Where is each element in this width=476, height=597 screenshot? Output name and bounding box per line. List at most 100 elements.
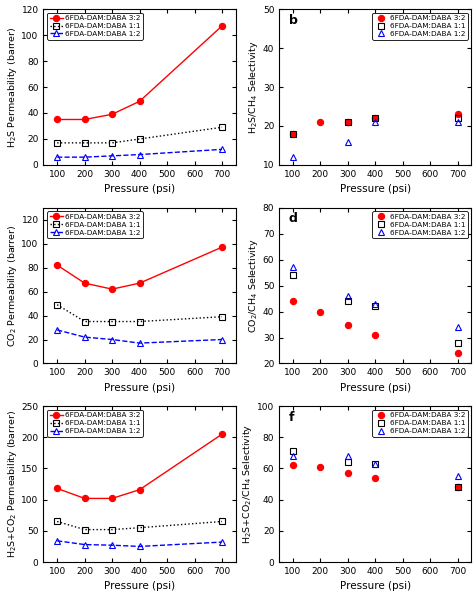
X-axis label: Pressure (psi): Pressure (psi) xyxy=(339,184,410,195)
6FDA-DAM:DABA 1:2 xyxy=(81,334,87,341)
6FDA-DAM:DABA 1:2 xyxy=(372,300,377,307)
6FDA-DAM:DABA 3:2 xyxy=(317,118,323,125)
6FDA-DAM:DABA 3:2 xyxy=(109,285,115,293)
Text: f: f xyxy=(288,411,294,424)
6FDA-DAM:DABA 1:1 xyxy=(218,313,224,321)
6FDA-DAM:DABA 1:2 xyxy=(218,538,224,546)
6FDA-DAM:DABA 3:2 xyxy=(109,495,115,502)
6FDA-DAM:DABA 1:1 xyxy=(109,318,115,325)
6FDA-DAM:DABA 1:2 xyxy=(54,153,60,161)
Line: 6FDA-DAM:DABA 3:2: 6FDA-DAM:DABA 3:2 xyxy=(54,23,225,122)
6FDA-DAM:DABA 1:2 xyxy=(137,151,142,158)
Text: d: d xyxy=(288,213,297,225)
Line: 6FDA-DAM:DABA 1:2: 6FDA-DAM:DABA 1:2 xyxy=(54,146,225,160)
6FDA-DAM:DABA 1:2 xyxy=(109,541,115,549)
6FDA-DAM:DABA 1:2 xyxy=(137,340,142,347)
6FDA-DAM:DABA 1:1 xyxy=(454,484,460,491)
6FDA-DAM:DABA 3:2 xyxy=(109,110,115,118)
6FDA-DAM:DABA 1:2 xyxy=(81,153,87,161)
6FDA-DAM:DABA 3:2 xyxy=(81,279,87,287)
Line: 6FDA-DAM:DABA 1:1: 6FDA-DAM:DABA 1:1 xyxy=(54,124,225,146)
6FDA-DAM:DABA 1:1 xyxy=(81,139,87,146)
6FDA-DAM:DABA 1:2 xyxy=(289,453,295,460)
6FDA-DAM:DABA 3:2 xyxy=(54,485,60,492)
Y-axis label: CO$_2$/CH$_4$ Selectivity: CO$_2$/CH$_4$ Selectivity xyxy=(247,238,259,333)
6FDA-DAM:DABA 1:1 xyxy=(454,115,460,122)
6FDA-DAM:DABA 3:2 xyxy=(137,279,142,287)
Line: 6FDA-DAM:DABA 1:1: 6FDA-DAM:DABA 1:1 xyxy=(289,115,460,137)
6FDA-DAM:DABA 3:2 xyxy=(317,463,323,470)
Line: 6FDA-DAM:DABA 3:2: 6FDA-DAM:DABA 3:2 xyxy=(289,462,460,490)
6FDA-DAM:DABA 1:1 xyxy=(137,524,142,531)
6FDA-DAM:DABA 1:1 xyxy=(289,130,295,137)
Line: 6FDA-DAM:DABA 1:1: 6FDA-DAM:DABA 1:1 xyxy=(54,301,225,325)
Line: 6FDA-DAM:DABA 1:1: 6FDA-DAM:DABA 1:1 xyxy=(54,518,225,533)
6FDA-DAM:DABA 3:2 xyxy=(372,331,377,338)
Text: a: a xyxy=(53,14,61,27)
Y-axis label: H$_2$S Permeability (barrer): H$_2$S Permeability (barrer) xyxy=(6,26,19,147)
6FDA-DAM:DABA 1:1 xyxy=(109,139,115,146)
6FDA-DAM:DABA 1:2 xyxy=(344,138,350,145)
6FDA-DAM:DABA 1:2 xyxy=(54,537,60,544)
6FDA-DAM:DABA 3:2 xyxy=(218,430,224,438)
X-axis label: Pressure (psi): Pressure (psi) xyxy=(104,383,175,393)
Y-axis label: H$_2$S/CH$_4$ Selectivity: H$_2$S/CH$_4$ Selectivity xyxy=(247,40,259,134)
Line: 6FDA-DAM:DABA 3:2: 6FDA-DAM:DABA 3:2 xyxy=(289,298,460,356)
Y-axis label: H$_2$S+CO$_2$/CH$_4$ Selectivity: H$_2$S+CO$_2$/CH$_4$ Selectivity xyxy=(241,424,254,544)
6FDA-DAM:DABA 3:2 xyxy=(454,110,460,118)
Line: 6FDA-DAM:DABA 3:2: 6FDA-DAM:DABA 3:2 xyxy=(54,244,225,293)
6FDA-DAM:DABA 1:2 xyxy=(454,324,460,331)
X-axis label: Pressure (psi): Pressure (psi) xyxy=(104,581,175,592)
6FDA-DAM:DABA 3:2 xyxy=(218,244,224,251)
X-axis label: Pressure (psi): Pressure (psi) xyxy=(339,581,410,592)
Line: 6FDA-DAM:DABA 1:2: 6FDA-DAM:DABA 1:2 xyxy=(289,119,460,160)
6FDA-DAM:DABA 1:1 xyxy=(137,136,142,143)
6FDA-DAM:DABA 1:1 xyxy=(372,115,377,122)
6FDA-DAM:DABA 3:2 xyxy=(54,261,60,269)
Legend: 6FDA-DAM:DABA 3:2, 6FDA-DAM:DABA 1:1, 6FDA-DAM:DABA 1:2: 6FDA-DAM:DABA 3:2, 6FDA-DAM:DABA 1:1, 6F… xyxy=(47,211,142,238)
6FDA-DAM:DABA 3:2 xyxy=(137,486,142,493)
6FDA-DAM:DABA 1:1 xyxy=(81,318,87,325)
6FDA-DAM:DABA 3:2 xyxy=(344,470,350,477)
6FDA-DAM:DABA 3:2 xyxy=(317,308,323,315)
6FDA-DAM:DABA 3:2 xyxy=(344,321,350,328)
Text: c: c xyxy=(53,213,60,225)
6FDA-DAM:DABA 1:1 xyxy=(454,339,460,346)
6FDA-DAM:DABA 1:2 xyxy=(109,336,115,343)
6FDA-DAM:DABA 1:2 xyxy=(289,264,295,271)
6FDA-DAM:DABA 1:1 xyxy=(289,272,295,279)
6FDA-DAM:DABA 3:2 xyxy=(372,474,377,481)
6FDA-DAM:DABA 1:2 xyxy=(54,327,60,334)
6FDA-DAM:DABA 1:2 xyxy=(218,336,224,343)
Text: e: e xyxy=(53,411,61,424)
6FDA-DAM:DABA 3:2 xyxy=(372,115,377,122)
6FDA-DAM:DABA 3:2 xyxy=(81,116,87,123)
Legend: 6FDA-DAM:DABA 3:2, 6FDA-DAM:DABA 1:1, 6FDA-DAM:DABA 1:2: 6FDA-DAM:DABA 3:2, 6FDA-DAM:DABA 1:1, 6F… xyxy=(371,211,467,238)
Text: b: b xyxy=(288,14,297,27)
6FDA-DAM:DABA 3:2 xyxy=(289,297,295,304)
6FDA-DAM:DABA 1:2 xyxy=(344,293,350,300)
6FDA-DAM:DABA 1:2 xyxy=(344,453,350,460)
6FDA-DAM:DABA 1:2 xyxy=(289,153,295,161)
6FDA-DAM:DABA 1:1 xyxy=(372,460,377,467)
6FDA-DAM:DABA 1:2 xyxy=(109,152,115,159)
6FDA-DAM:DABA 1:1 xyxy=(344,297,350,304)
Line: 6FDA-DAM:DABA 1:1: 6FDA-DAM:DABA 1:1 xyxy=(289,448,460,490)
Line: 6FDA-DAM:DABA 1:2: 6FDA-DAM:DABA 1:2 xyxy=(54,327,225,346)
6FDA-DAM:DABA 3:2 xyxy=(344,118,350,125)
Y-axis label: H$_2$S+CO$_2$ Permeability (barrer): H$_2$S+CO$_2$ Permeability (barrer) xyxy=(6,410,19,558)
6FDA-DAM:DABA 1:2 xyxy=(137,543,142,550)
6FDA-DAM:DABA 3:2 xyxy=(289,130,295,137)
6FDA-DAM:DABA 1:2 xyxy=(454,118,460,125)
6FDA-DAM:DABA 1:1 xyxy=(81,526,87,533)
Line: 6FDA-DAM:DABA 3:2: 6FDA-DAM:DABA 3:2 xyxy=(289,111,460,137)
Legend: 6FDA-DAM:DABA 3:2, 6FDA-DAM:DABA 1:1, 6FDA-DAM:DABA 1:2: 6FDA-DAM:DABA 3:2, 6FDA-DAM:DABA 1:1, 6F… xyxy=(371,13,467,39)
X-axis label: Pressure (psi): Pressure (psi) xyxy=(339,383,410,393)
6FDA-DAM:DABA 1:1 xyxy=(344,458,350,466)
6FDA-DAM:DABA 3:2 xyxy=(218,22,224,29)
6FDA-DAM:DABA 1:1 xyxy=(218,518,224,525)
X-axis label: Pressure (psi): Pressure (psi) xyxy=(104,184,175,195)
Y-axis label: CO$_2$ Permeability (barrer): CO$_2$ Permeability (barrer) xyxy=(6,224,19,347)
Legend: 6FDA-DAM:DABA 3:2, 6FDA-DAM:DABA 1:1, 6FDA-DAM:DABA 1:2: 6FDA-DAM:DABA 3:2, 6FDA-DAM:DABA 1:1, 6F… xyxy=(371,410,467,436)
6FDA-DAM:DABA 3:2 xyxy=(454,484,460,491)
